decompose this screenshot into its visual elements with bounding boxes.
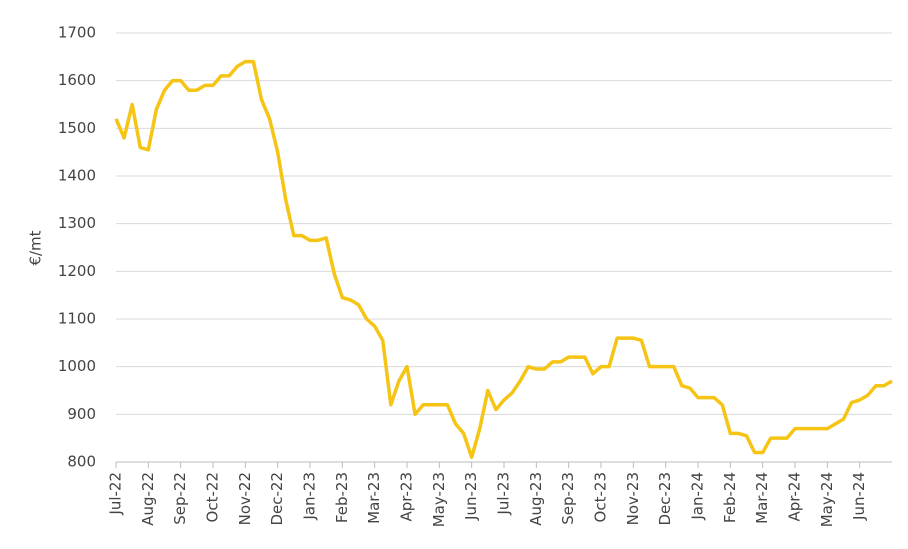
x-tick-label: Oct-23: [592, 472, 610, 522]
y-tick-label: 1100: [58, 310, 96, 328]
y-tick-label: 1400: [58, 167, 96, 185]
x-tick-label: Nov-22: [236, 472, 254, 525]
x-tick-label: May-24: [818, 472, 836, 527]
x-tick-label: Sep-22: [171, 472, 189, 525]
y-tick-label: 1700: [58, 24, 96, 42]
y-tick-label: 1300: [58, 214, 96, 232]
x-tick-label: Jul-22: [107, 472, 125, 516]
y-axis-label: €/mt: [27, 230, 45, 265]
x-tick-label: Jul-23: [495, 472, 513, 516]
x-tick-label: Nov-23: [624, 472, 642, 525]
x-tick-label: Aug-22: [139, 472, 157, 526]
x-tick-label: Jun-23: [462, 472, 480, 521]
y-tick-label: 900: [67, 405, 96, 423]
x-tick-label: Dec-22: [268, 472, 286, 526]
x-tick-label: Oct-22: [204, 472, 222, 522]
x-tick-label: Mar-23: [365, 472, 383, 524]
x-tick-label: Feb-23: [333, 472, 351, 523]
x-tick-label: Apr-23: [398, 472, 416, 522]
x-tick-label: Jan-24: [689, 472, 707, 521]
y-tick-label: 1600: [58, 71, 96, 89]
x-tick-label: Apr-24: [786, 472, 804, 522]
y-tick-label: 1200: [58, 262, 96, 280]
x-tick-label: Aug-23: [527, 472, 545, 526]
x-tick-label: Jan-23: [301, 472, 319, 521]
x-tick-label: Mar-24: [753, 472, 771, 524]
x-tick-label: Dec-23: [656, 472, 674, 526]
y-tick-label: 800: [67, 453, 96, 471]
x-tick-label: Feb-24: [721, 472, 739, 523]
x-tick-label: May-23: [430, 472, 448, 527]
line: [114, 59, 893, 459]
x-tick-label: Jun-24: [850, 472, 868, 521]
y-tick-label: 1000: [58, 357, 96, 375]
x-tick-label: Sep-23: [559, 472, 577, 525]
y-tick-label: 1500: [58, 119, 96, 137]
